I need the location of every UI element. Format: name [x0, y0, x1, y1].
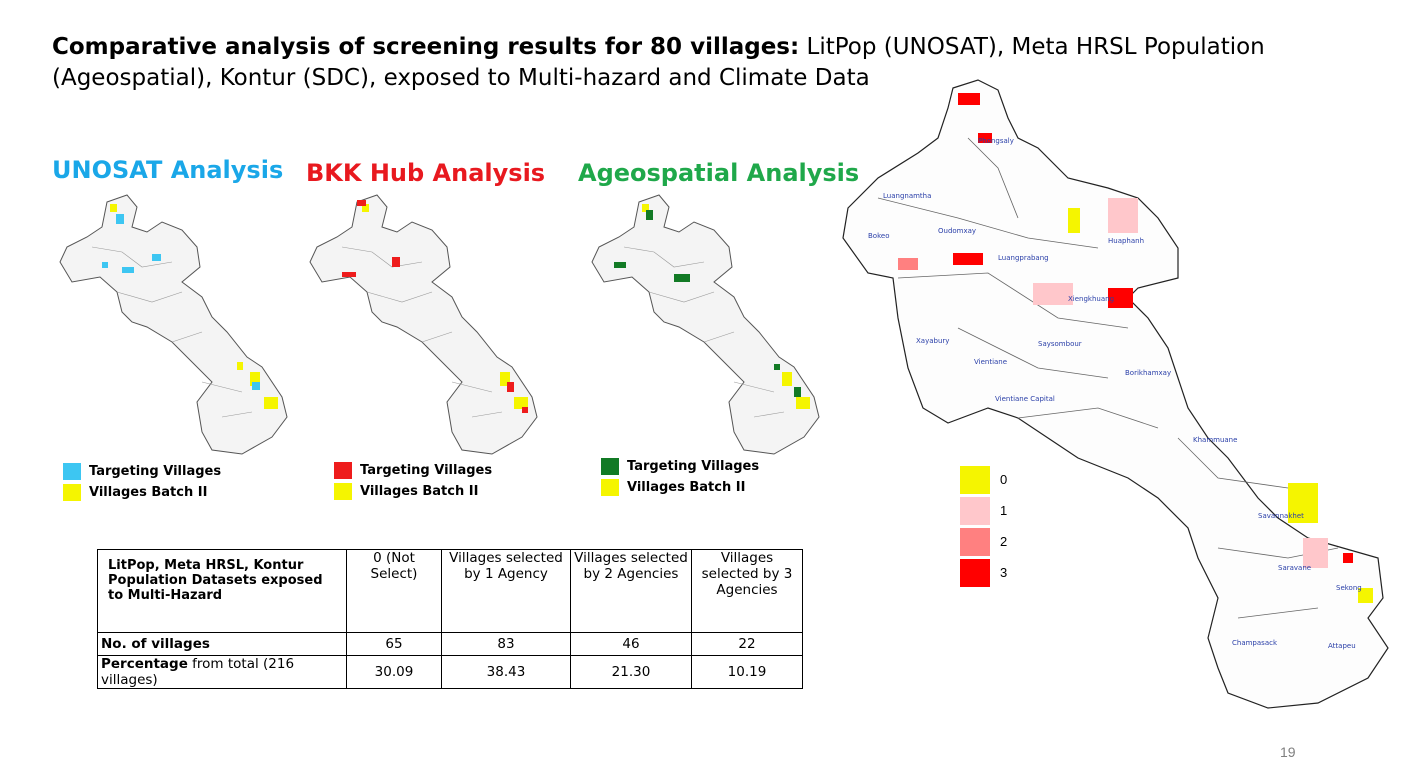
laos-outline	[59, 194, 288, 455]
slide-title: Comparative analysis of screening result…	[52, 32, 1382, 94]
swatch-target	[63, 463, 81, 480]
svg-text:Sekong: Sekong	[1336, 584, 1362, 592]
mini-map-bkk	[309, 194, 538, 455]
legend-swatch-2	[960, 527, 990, 556]
province-labels: Phongsaly Luangnamtha Bokeo Oudomxay Lua…	[868, 137, 1362, 650]
table-cell: 83	[441, 632, 571, 656]
legend-unosat: Targeting Villages Villages Batch II	[63, 461, 221, 503]
table-row: No. of villages 65 83 46 22	[97, 632, 803, 656]
header-cell: Villages selected by 3 Agencies	[691, 549, 803, 633]
swatch-batch	[601, 479, 619, 496]
swatch-batch	[63, 484, 81, 501]
table-cell: 65	[346, 632, 442, 656]
villages-target-unosat	[102, 214, 260, 390]
svg-text:Champasack: Champasack	[1232, 639, 1278, 647]
table-cell: 21.30	[570, 655, 692, 689]
svg-text:Vientiane Capital: Vientiane Capital	[995, 395, 1055, 403]
svg-text:Xayabury: Xayabury	[916, 337, 949, 345]
panel-title-unosat: UNOSAT Analysis	[52, 156, 284, 184]
svg-text:Bokeo: Bokeo	[868, 232, 889, 240]
table-cell: 38.43	[441, 655, 571, 689]
table-cell: 22	[691, 632, 803, 656]
big-map-legend: 0 1 2 3	[960, 464, 1007, 588]
svg-text:Huaphanh: Huaphanh	[1108, 237, 1144, 245]
header-cell: Villages selected by 1 Agency	[441, 549, 571, 633]
svg-text:Phongsaly: Phongsaly	[978, 137, 1014, 145]
table-row: Percentage from total (216 villages) 30.…	[97, 655, 803, 689]
row-label: No. of villages	[97, 632, 347, 656]
svg-text:Khammuane: Khammuane	[1193, 436, 1237, 444]
swatch-batch	[334, 483, 352, 500]
page-number: 19	[1280, 744, 1296, 760]
table-cell: 46	[570, 632, 692, 656]
svg-text:Borikhamxay: Borikhamxay	[1125, 369, 1171, 377]
svg-text:Saravane: Saravane	[1278, 564, 1311, 572]
svg-text:Xiengkhuang: Xiengkhuang	[1068, 295, 1114, 303]
legend-swatch-3	[960, 558, 990, 587]
legend-bkk: Targeting Villages Villages Batch II	[334, 460, 492, 502]
mini-map-ageospatial	[591, 194, 820, 455]
svg-text:Saysombour: Saysombour	[1038, 340, 1082, 348]
svg-text:Luangprabang: Luangprabang	[998, 254, 1049, 262]
svg-text:Luangnamtha: Luangnamtha	[883, 192, 931, 200]
svg-text:Attapeu: Attapeu	[1328, 642, 1356, 650]
table-cell: 10.19	[691, 655, 803, 689]
table-cell: 30.09	[346, 655, 442, 689]
panel-title-bkk: BKK Hub Analysis	[306, 159, 546, 187]
mini-map-unosat	[59, 194, 288, 455]
table-header-row: LitPop, Meta HRSL, Kontur Population Dat…	[97, 549, 803, 633]
header-cell: LitPop, Meta HRSL, Kontur Population Dat…	[97, 549, 347, 633]
swatch-target	[334, 462, 352, 479]
legend-swatch-0	[960, 465, 990, 494]
svg-text:Savannakhet: Savannakhet	[1258, 512, 1304, 520]
title-rest: LitPop (UNOSAT), Meta HRSL Population (A…	[52, 34, 1265, 91]
panel-title-ageospatial: Ageospatial Analysis	[578, 159, 860, 187]
laos-outline-big	[842, 79, 1389, 709]
big-map-villages	[898, 93, 1373, 603]
title-bold: Comparative analysis of screening result…	[52, 34, 800, 60]
villages-batch-unosat	[110, 204, 278, 409]
svg-text:Oudomxay: Oudomxay	[938, 227, 976, 235]
swatch-target	[601, 458, 619, 475]
big-map-laos: Phongsaly Luangnamtha Bokeo Oudomxay Lua…	[842, 79, 1389, 709]
svg-text:Vientiane: Vientiane	[974, 358, 1007, 366]
row-label: Percentage from total (216 villages)	[97, 655, 347, 689]
header-cell: Villages selected by 2 Agencies	[570, 549, 692, 633]
legend-ageospatial: Targeting Villages Villages Batch II	[601, 456, 759, 498]
header-cell: 0 (Not Select)	[346, 549, 442, 633]
legend-swatch-1	[960, 496, 990, 525]
villages-table: LitPop, Meta HRSL, Kontur Population Dat…	[97, 549, 803, 689]
